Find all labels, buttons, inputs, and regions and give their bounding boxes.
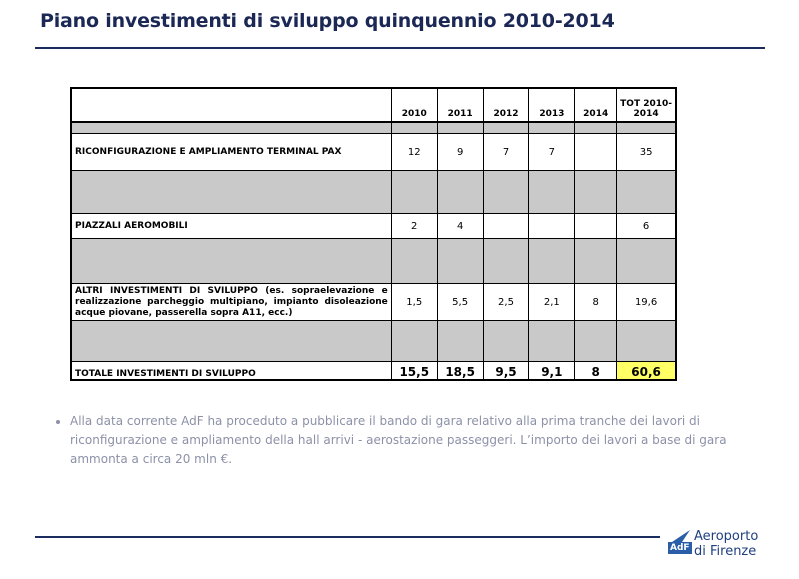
column-header [70, 87, 392, 123]
spacer-row [70, 238, 677, 284]
cell: 4 [436, 213, 484, 239]
spacer-row [70, 170, 677, 214]
cell: 1,5 [390, 283, 438, 321]
bullet: Alla data corrente AdF ha proceduto a pu… [70, 412, 750, 469]
row-label: ALTRI INVESTIMENTI DI SVILUPPO (es. sopr… [70, 283, 392, 321]
column-header: 2013 [528, 87, 576, 123]
spacer-cell [482, 320, 530, 362]
spacer-cell [616, 121, 677, 134]
spacer-cell [616, 320, 677, 362]
spacer-cell [574, 170, 618, 214]
spacer-cell [70, 170, 392, 214]
cell: 60,6 [616, 361, 677, 381]
cell: 15,5 [390, 361, 438, 381]
cell: 8 [574, 361, 618, 381]
column-header: 2012 [482, 87, 530, 123]
spacer-cell [70, 238, 392, 284]
cell: 35 [616, 133, 677, 171]
cell [574, 133, 618, 171]
row-label: PIAZZALI AEROMOBILI [70, 213, 392, 239]
spacer-cell [436, 320, 484, 362]
spacer-cell [482, 121, 530, 134]
spacer-cell [528, 238, 576, 284]
cell: 7 [482, 133, 530, 171]
data-row: RICONFIGURAZIONE E AMPLIAMENTO TERMINAL … [70, 133, 677, 171]
spacer-cell [390, 238, 438, 284]
cell: 5,5 [436, 283, 484, 321]
spacer-cell [482, 238, 530, 284]
cell: 7 [528, 133, 576, 171]
top-rule [35, 47, 765, 49]
cell: 18,5 [436, 361, 484, 381]
spacer-cell [390, 121, 438, 134]
bullet-list: Alla data corrente AdF ha proceduto a pu… [50, 412, 750, 469]
spacer-cell [436, 170, 484, 214]
logo-icon [672, 530, 690, 542]
cell: 2 [390, 213, 438, 239]
logo-text: di Firenze [694, 544, 757, 559]
cell [574, 213, 618, 239]
spacer-cell [390, 320, 438, 362]
bottom-rule [35, 536, 660, 538]
spacer-cell [482, 170, 530, 214]
slide-title: Piano investimenti di sviluppo quinquenn… [40, 10, 615, 32]
cell: 6 [616, 213, 677, 239]
cell: 9,5 [482, 361, 530, 381]
spacer-cell [70, 320, 392, 362]
row-label: TOTALE INVESTIMENTI DI SVILUPPO [70, 361, 392, 381]
cell: 12 [390, 133, 438, 171]
investment-table: 2010 2011 2012 2013 2014 TOT 2010-2014 RICONFI… [70, 87, 677, 381]
data-row: ALTRI INVESTIMENTI DI SVILUPPO (es. sopr… [70, 283, 677, 321]
cell: 9,1 [528, 361, 576, 381]
spacer-cell [528, 320, 576, 362]
spacer-cell [528, 170, 576, 214]
spacer-cell [390, 170, 438, 214]
spacer-cell [436, 121, 484, 134]
spacer-cell [528, 121, 576, 134]
cell: 19,6 [616, 283, 677, 321]
logo-text: Aeroporto [694, 529, 759, 544]
data-row: TOTALE INVESTIMENTI DI SVILUPPO 15,5 18,5 9… [70, 361, 677, 381]
spacer-cell [70, 121, 392, 134]
cell: 2,5 [482, 283, 530, 321]
cell: 9 [436, 133, 484, 171]
logo: AdF Aeroporto di Firenze [668, 528, 768, 562]
row-label: RICONFIGURAZIONE E AMPLIAMENTO TERMINAL … [70, 133, 392, 171]
data-row: PIAZZALI AEROMOBILI 2 4 6 [70, 213, 677, 239]
spacer-cell [574, 121, 618, 134]
cell: 2,1 [528, 283, 576, 321]
spacer-cell [616, 170, 677, 214]
logo-badge: AdF [668, 542, 692, 554]
cell [528, 213, 576, 239]
column-header: 2014 [574, 87, 618, 123]
spacer-cell [574, 238, 618, 284]
spacer-row [70, 320, 677, 362]
header-row: 2010 2011 2012 2013 2014 TOT 2010-2014 [70, 87, 677, 123]
spacer-cell [616, 238, 677, 284]
cell [482, 213, 530, 239]
column-header: 2010 [390, 87, 438, 123]
spacer-row [70, 121, 677, 134]
spacer-cell [436, 238, 484, 284]
cell: 8 [574, 283, 618, 321]
column-header: TOT 2010-2014 [616, 87, 677, 123]
column-header: 2011 [436, 87, 484, 123]
spacer-cell [574, 320, 618, 362]
